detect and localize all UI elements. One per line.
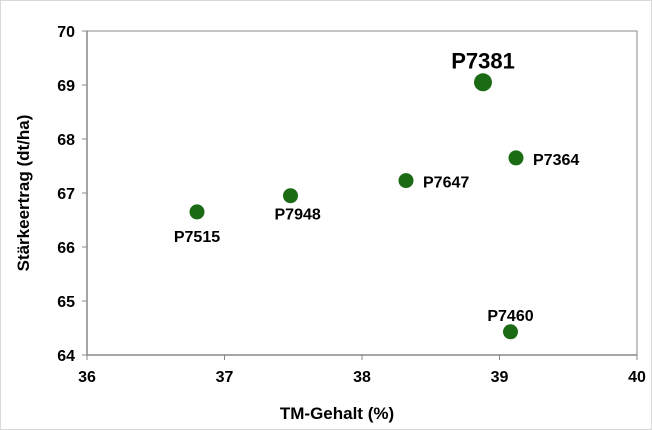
- point-label-p7515: P7515: [174, 229, 220, 246]
- x-tick-label: 38: [353, 369, 371, 386]
- data-point-p7647: [398, 173, 414, 189]
- point-label-p7381: P7381: [451, 48, 515, 73]
- data-point-p7948: [283, 188, 298, 204]
- y-tick-label: 68: [57, 132, 75, 149]
- x-tick-label: 40: [628, 369, 646, 386]
- data-point-p7460: [503, 324, 518, 340]
- point-label-p7948: P7948: [275, 207, 321, 224]
- y-tick-label: 65: [57, 294, 75, 311]
- y-tick-label: 67: [57, 186, 75, 203]
- y-tick-label: 66: [57, 240, 75, 257]
- axes: [86, 30, 638, 356]
- x-tick-label: 39: [491, 369, 509, 386]
- y-tick-label: 69: [57, 78, 75, 95]
- x-tick-label: 36: [78, 369, 96, 386]
- point-label-p7460: P7460: [487, 308, 533, 325]
- point-labels: P7381 P7364 P7647 P7948 P7515 P7460: [174, 48, 580, 324]
- point-label-p7364: P7364: [533, 152, 579, 169]
- data-point-p7515: [189, 204, 205, 220]
- y-axis-title: Stärkeertrag (dt/ha): [14, 115, 33, 272]
- plot-area-border: [86, 30, 638, 356]
- x-tick-label: 37: [216, 369, 234, 386]
- x-axis-ticks: 36 37 38 39 40: [78, 355, 646, 386]
- x-axis-title: TM-Gehalt (%): [280, 404, 394, 423]
- data-point-p7381: [474, 73, 492, 92]
- y-tick-label: 70: [57, 24, 75, 41]
- point-label-p7647: P7647: [423, 175, 469, 192]
- data-points: [189, 73, 524, 340]
- y-axis-ticks: 64 65 66 67 68 69 70: [57, 24, 87, 365]
- data-point-p7364: [508, 150, 524, 166]
- y-tick-label: 64: [57, 348, 75, 365]
